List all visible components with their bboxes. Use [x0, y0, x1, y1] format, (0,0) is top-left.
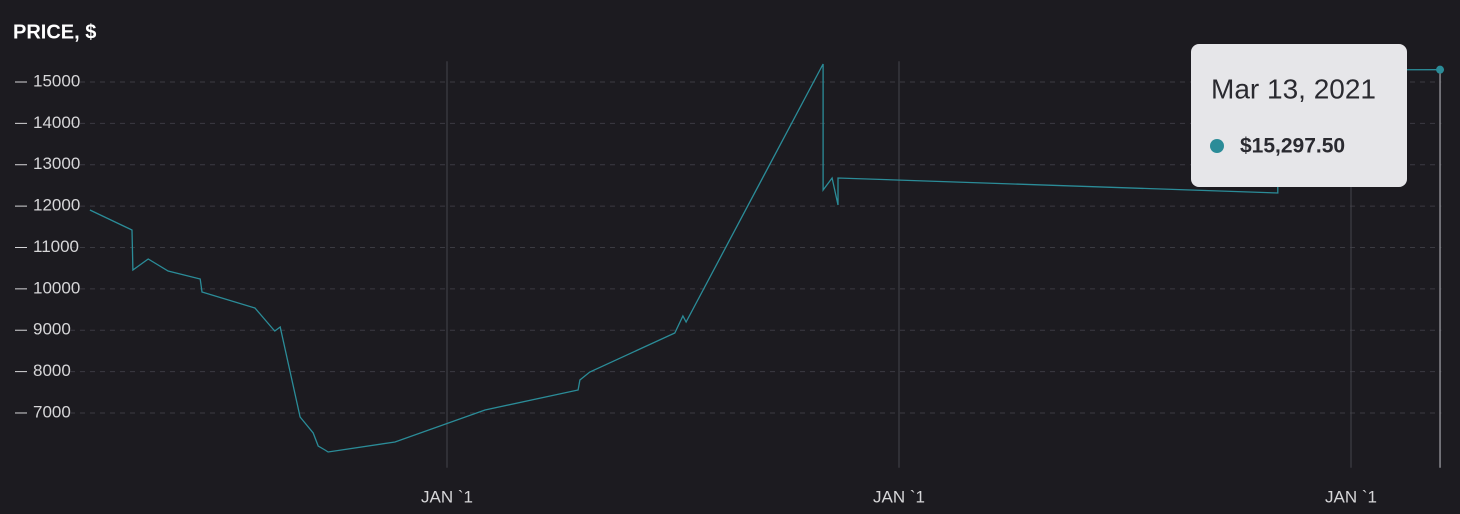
tooltip-value: $15,297.50	[1240, 135, 1345, 158]
tooltip-dot	[1210, 139, 1224, 153]
y-tick-label: 13000	[33, 154, 80, 173]
y-tick-label: 14000	[33, 113, 80, 132]
y-tick-label: 15000	[33, 71, 80, 90]
tooltip-date: Mar 13, 2021	[1211, 73, 1376, 104]
price-line	[89, 63, 1441, 453]
x-tick-label: JAN `1	[421, 487, 473, 506]
y-tick-label: 8000	[33, 361, 71, 380]
hover-point	[1436, 65, 1445, 74]
y-tick-label: 9000	[33, 320, 71, 339]
x-tick-label: JAN `1	[1325, 487, 1377, 506]
chart-title: PRICE, $	[13, 21, 96, 43]
y-tick-label: 7000	[33, 402, 71, 421]
y-tick-label: 12000	[33, 196, 80, 215]
y-tick-label: 11000	[33, 237, 79, 256]
y-tick-label: 10000	[33, 278, 80, 297]
tooltip: Mar 13, 2021 $15,297.50	[1191, 44, 1407, 187]
x-tick-label: JAN `1	[873, 487, 925, 506]
tooltip-box	[1191, 44, 1407, 187]
